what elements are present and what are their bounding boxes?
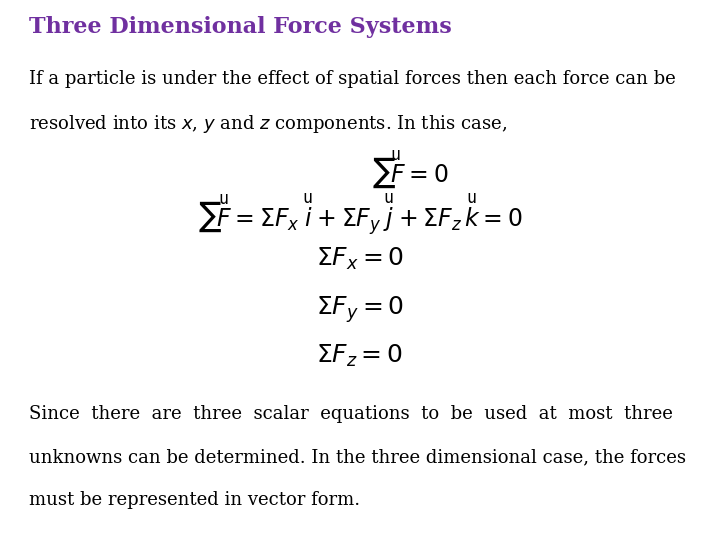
Text: $\Sigma F_y = 0$: $\Sigma F_y = 0$ <box>316 294 404 325</box>
Text: Since  there  are  three  scalar  equations  to  be  used  at  most  three: Since there are three scalar equations t… <box>29 405 672 423</box>
Text: $\sum\overset{\!\!\!\mathtt{u}}{\!F} = 0$: $\sum\overset{\!\!\!\mathtt{u}}{\!F} = 0… <box>372 148 449 191</box>
Text: must be represented in vector form.: must be represented in vector form. <box>29 491 360 509</box>
Text: $\Sigma F_z = 0$: $\Sigma F_z = 0$ <box>317 343 403 369</box>
Text: If a particle is under the effect of spatial forces then each force can be: If a particle is under the effect of spa… <box>29 70 675 88</box>
Text: resolved into its $x$, $y$ and $z$ components. In this case,: resolved into its $x$, $y$ and $z$ compo… <box>29 113 507 136</box>
Text: Three Dimensional Force Systems: Three Dimensional Force Systems <box>29 16 451 38</box>
Text: $\Sigma F_x = 0$: $\Sigma F_x = 0$ <box>316 246 404 272</box>
Text: unknowns can be determined. In the three dimensional case, the forces: unknowns can be determined. In the three… <box>29 448 685 466</box>
Text: $\sum\overset{\!\mathtt{u}}{\!F} = \Sigma F_x\,\overset{\mathtt{u}}{i} + \Sigma : $\sum\overset{\!\mathtt{u}}{\!F} = \Sigm… <box>198 192 522 238</box>
